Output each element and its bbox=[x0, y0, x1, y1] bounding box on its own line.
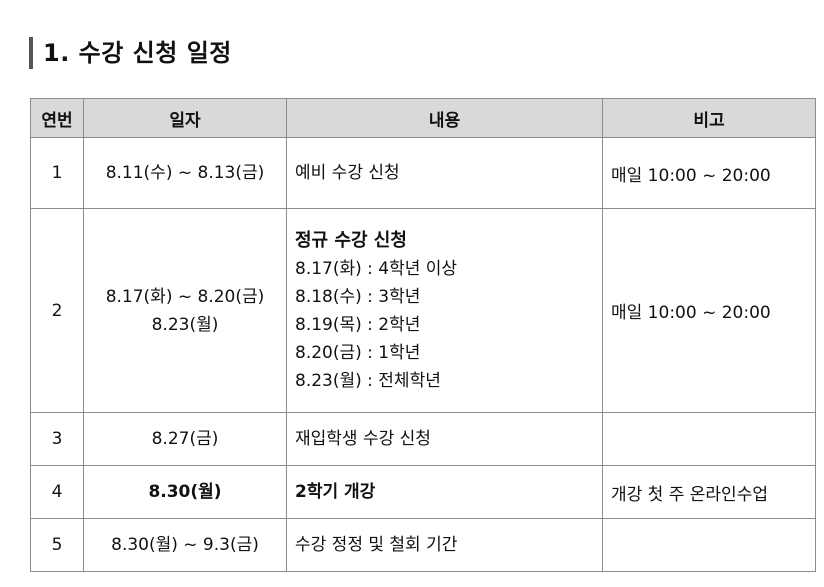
row-no: 4 bbox=[30, 465, 84, 519]
row-date: 8.27(금) bbox=[83, 412, 287, 466]
table-row: 2 8.17(화) ~ 8.20(금) 8.23(월) 정규 수강 신청 8.1… bbox=[30, 208, 816, 413]
content-line: 8.17(화) : 4학년 이상 bbox=[295, 258, 458, 279]
date-line: 8.30(월) ~ 9.3(금) bbox=[111, 535, 259, 555]
header-no: 연번 bbox=[30, 98, 84, 138]
row-date: 8.30(월) bbox=[83, 465, 287, 519]
row-content: 정규 수강 신청 8.17(화) : 4학년 이상 8.18(수) : 3학년 … bbox=[286, 208, 603, 413]
table-row: 1 8.11(수) ~ 8.13(금) 예비 수강 신청 매일 10:00 ~ … bbox=[30, 137, 816, 209]
date-line: 8.11(수) ~ 8.13(금) bbox=[105, 163, 265, 183]
content-heading: 정규 수강 신청 bbox=[295, 229, 407, 251]
row-note bbox=[602, 518, 816, 572]
row-note bbox=[602, 412, 816, 466]
row-content: 예비 수강 신청 bbox=[286, 137, 603, 209]
row-no: 5 bbox=[30, 518, 84, 572]
date-line: 8.30(월) bbox=[148, 482, 222, 502]
header-date: 일자 bbox=[83, 98, 287, 138]
content-line: 8.18(수) : 3학년 bbox=[295, 286, 421, 307]
table-row: 4 8.30(월) 2학기 개강 개강 첫 주 온라인수업 bbox=[30, 465, 816, 519]
content-line: 수강 정정 및 철회 기간 bbox=[295, 535, 458, 555]
row-no: 3 bbox=[30, 412, 84, 466]
table-row: 5 8.30(월) ~ 9.3(금) 수강 정정 및 철회 기간 bbox=[30, 518, 816, 572]
row-content: 수강 정정 및 철회 기간 bbox=[286, 518, 603, 572]
row-no: 2 bbox=[30, 208, 84, 413]
row-content: 재입학생 수강 신청 bbox=[286, 412, 603, 466]
header-note: 비고 bbox=[602, 98, 816, 138]
content-line: 2학기 개강 bbox=[295, 482, 376, 502]
date-line: 8.17(화) ~ 8.20(금) bbox=[105, 286, 265, 307]
content-line: 재입학생 수강 신청 bbox=[295, 429, 431, 449]
content-line: 8.23(월) : 전체학년 bbox=[295, 370, 441, 391]
header-content: 내용 bbox=[286, 98, 603, 138]
title-accent-bar bbox=[29, 37, 33, 69]
row-note: 개강 첫 주 온라인수업 bbox=[602, 465, 816, 519]
row-date: 8.17(화) ~ 8.20(금) 8.23(월) bbox=[83, 208, 287, 413]
row-no: 1 bbox=[30, 137, 84, 209]
table-row: 3 8.27(금) 재입학생 수강 신청 bbox=[30, 412, 816, 466]
table-header-row: 연번 일자 내용 비고 bbox=[30, 98, 816, 138]
row-note: 매일 10:00 ~ 20:00 bbox=[602, 137, 816, 209]
row-date: 8.11(수) ~ 8.13(금) bbox=[83, 137, 287, 209]
section-title: 1. 수강 신청 일정 bbox=[43, 39, 232, 67]
content-line: 8.20(금) : 1학년 bbox=[295, 342, 421, 363]
row-content: 2학기 개강 bbox=[286, 465, 603, 519]
content-line: 예비 수강 신청 bbox=[295, 163, 400, 183]
row-date: 8.30(월) ~ 9.3(금) bbox=[83, 518, 287, 572]
date-line: 8.27(금) bbox=[151, 429, 219, 449]
row-note: 매일 10:00 ~ 20:00 bbox=[602, 208, 816, 413]
date-line: 8.23(월) bbox=[151, 314, 219, 335]
schedule-table: 연번 일자 내용 비고 1 8.11(수) ~ 8.13(금) 예비 수강 신청… bbox=[30, 98, 816, 572]
content-line: 8.19(목) : 2학년 bbox=[295, 314, 421, 335]
